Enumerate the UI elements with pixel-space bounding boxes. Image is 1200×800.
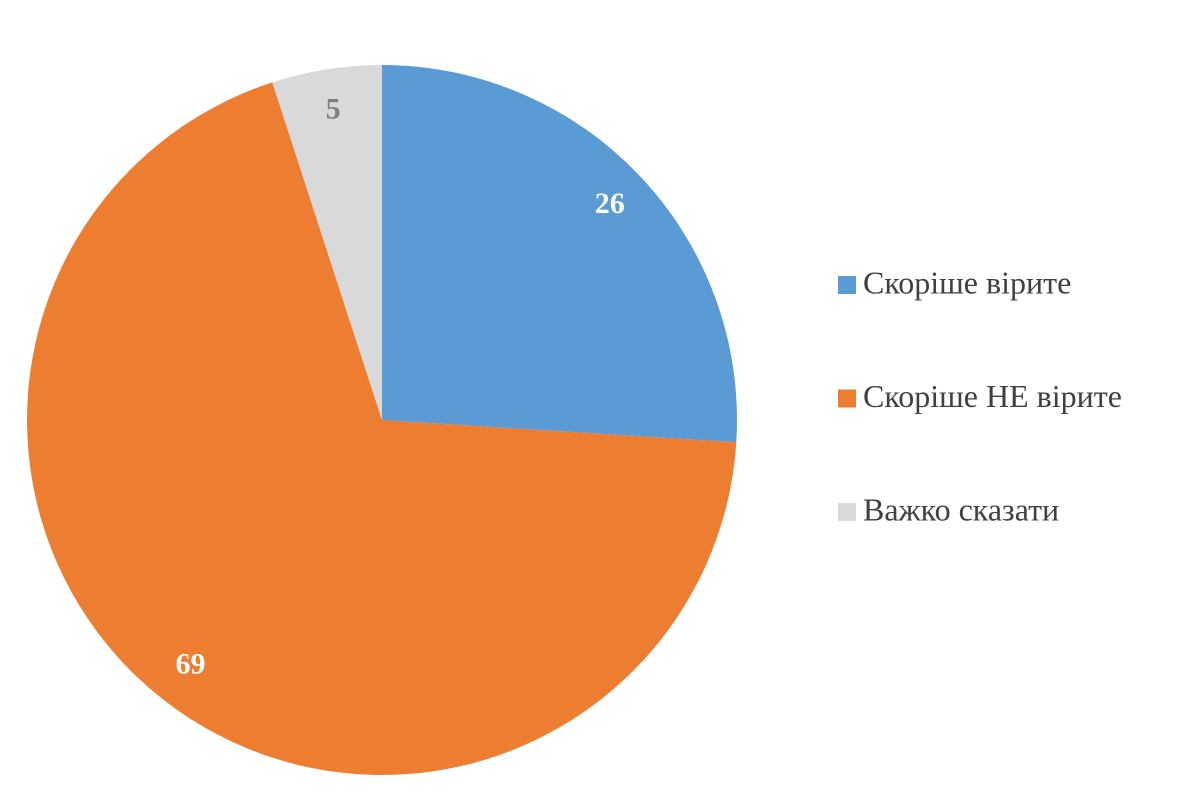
legend-swatch — [838, 276, 856, 294]
pie-slice — [272, 65, 382, 420]
pie-slice — [382, 65, 737, 443]
pie-slice — [27, 82, 737, 775]
legend-label: Скоріше НЕ вірите — [863, 378, 1122, 414]
value-label: 26 — [595, 187, 625, 220]
legend-swatch — [838, 503, 856, 521]
legend-label: Скоріше вірите — [863, 264, 1071, 300]
value-label: 69 — [176, 648, 206, 681]
legend-swatch — [838, 389, 856, 408]
value-label: 5 — [326, 92, 341, 125]
legend-label: Важко сказати — [863, 491, 1059, 527]
